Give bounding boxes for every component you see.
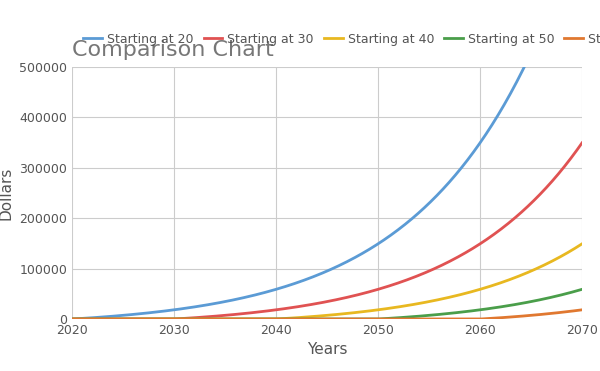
Starting at 50 [372, 317, 379, 321]
Starting at 60 [68, 317, 76, 321]
Line: Starting at 50: Starting at 50 [72, 289, 582, 319]
Starting at 20 [372, 243, 379, 248]
Line: Starting at 30: Starting at 30 [72, 143, 582, 319]
Line: Starting at 40: Starting at 40 [72, 244, 582, 319]
Starting at 20 [344, 259, 352, 263]
Starting at 40 [578, 242, 586, 246]
Starting at 20 [68, 317, 76, 321]
Starting at 60 [487, 316, 494, 321]
Starting at 40 [344, 311, 352, 316]
Starting at 50 [344, 317, 352, 321]
Starting at 30 [566, 157, 574, 162]
Starting at 60 [578, 308, 586, 312]
Starting at 60 [311, 317, 318, 321]
Starting at 30 [68, 317, 76, 321]
Text: Comparison Chart: Comparison Chart [72, 40, 274, 60]
Line: Starting at 20: Starting at 20 [72, 0, 582, 319]
Starting at 30 [314, 301, 321, 306]
Starting at 40 [487, 284, 494, 289]
Starting at 40 [372, 308, 379, 312]
Starting at 40 [566, 249, 574, 254]
Starting at 50 [314, 317, 321, 321]
Starting at 50 [566, 290, 574, 295]
Line: Starting at 60: Starting at 60 [72, 310, 582, 319]
Starting at 20 [311, 274, 318, 279]
Starting at 60 [566, 309, 574, 313]
Starting at 20 [487, 126, 494, 130]
Starting at 40 [68, 317, 76, 321]
Starting at 50 [578, 287, 586, 292]
Starting at 30 [344, 295, 352, 299]
Legend: Starting at 20, Starting at 30, Starting at 40, Starting at 50, Starting at 60: Starting at 20, Starting at 30, Starting… [78, 27, 600, 50]
Starting at 50 [68, 317, 76, 321]
Y-axis label: Dollars: Dollars [0, 166, 14, 220]
Starting at 20 [314, 273, 321, 278]
Starting at 60 [314, 317, 321, 321]
Starting at 30 [578, 141, 586, 145]
Starting at 30 [487, 235, 494, 239]
Starting at 30 [372, 288, 379, 292]
Starting at 50 [311, 317, 318, 321]
Starting at 60 [372, 317, 379, 321]
Starting at 40 [314, 314, 321, 318]
Starting at 50 [487, 306, 494, 311]
Starting at 40 [311, 314, 318, 319]
X-axis label: Years: Years [307, 342, 347, 358]
Starting at 30 [311, 302, 318, 306]
Starting at 60 [344, 317, 352, 321]
